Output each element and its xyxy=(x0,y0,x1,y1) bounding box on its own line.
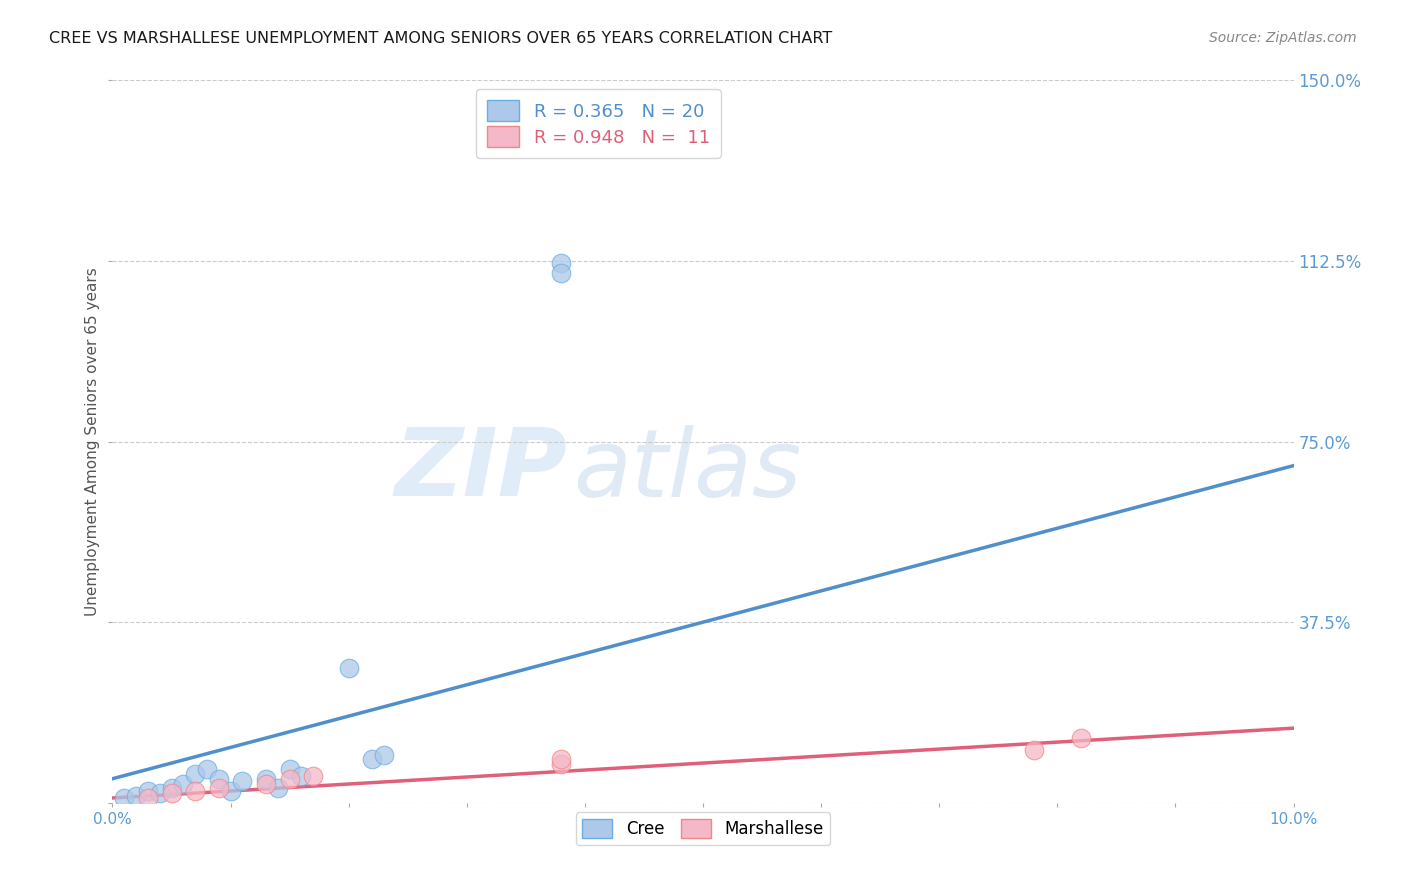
Point xyxy=(1070,731,1092,745)
Point xyxy=(550,752,572,766)
Point xyxy=(361,752,384,766)
Text: ZIP: ZIP xyxy=(394,425,567,516)
Point xyxy=(550,266,572,280)
Point xyxy=(208,781,231,796)
Text: Source: ZipAtlas.com: Source: ZipAtlas.com xyxy=(1209,31,1357,45)
Point xyxy=(290,769,312,783)
Point xyxy=(149,786,172,800)
Point xyxy=(184,784,207,798)
Point xyxy=(550,256,572,270)
Point xyxy=(208,772,231,786)
Point xyxy=(337,661,360,675)
Point xyxy=(160,781,183,796)
Point xyxy=(112,791,135,805)
Point xyxy=(125,789,148,803)
Point xyxy=(160,786,183,800)
Legend: Cree, Marshallese: Cree, Marshallese xyxy=(576,813,830,845)
Point xyxy=(254,776,277,790)
Point xyxy=(184,767,207,781)
Text: atlas: atlas xyxy=(574,425,801,516)
Point xyxy=(302,769,325,783)
Point xyxy=(550,757,572,772)
Point xyxy=(278,762,301,776)
Point xyxy=(172,776,194,790)
Point xyxy=(267,781,290,796)
Point xyxy=(219,784,242,798)
Point xyxy=(373,747,395,762)
Point xyxy=(136,784,159,798)
Point xyxy=(254,772,277,786)
Point xyxy=(278,772,301,786)
Point xyxy=(195,762,218,776)
Point xyxy=(136,791,159,805)
Point xyxy=(1022,743,1045,757)
Y-axis label: Unemployment Among Seniors over 65 years: Unemployment Among Seniors over 65 years xyxy=(84,268,100,615)
Point xyxy=(231,774,253,789)
Text: CREE VS MARSHALLESE UNEMPLOYMENT AMONG SENIORS OVER 65 YEARS CORRELATION CHART: CREE VS MARSHALLESE UNEMPLOYMENT AMONG S… xyxy=(49,31,832,46)
